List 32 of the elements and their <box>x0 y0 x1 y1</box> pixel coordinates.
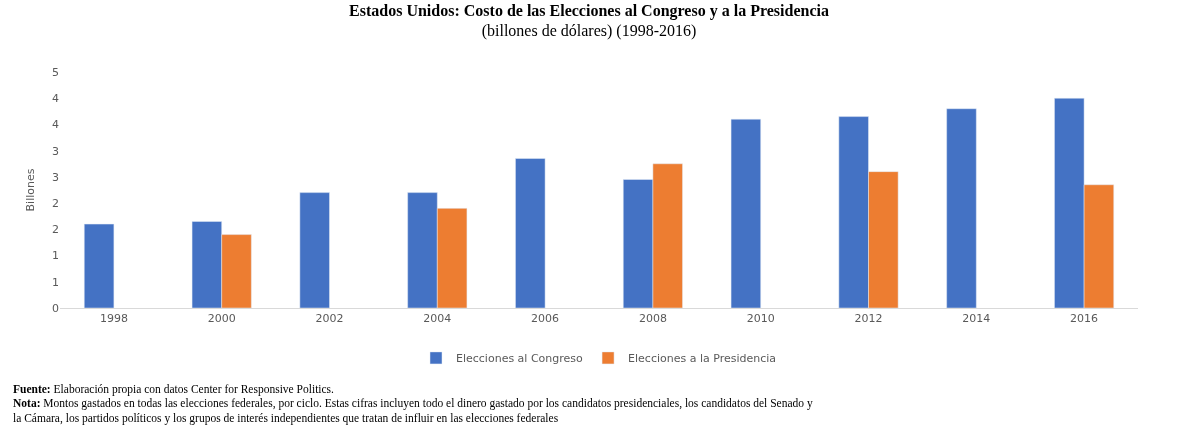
x-tick-label: 2012 <box>854 312 883 326</box>
bar <box>84 223 115 308</box>
x-tick-label: 2006 <box>531 312 560 326</box>
y-tick-label: 0 <box>52 301 59 315</box>
x-tick-label: 2016 <box>1070 312 1099 326</box>
x-tick-label: 2010 <box>746 312 775 326</box>
bar <box>515 158 546 308</box>
x-tick-label: 1998 <box>99 312 128 326</box>
y-tick-label: 5 <box>52 65 59 79</box>
bar <box>730 118 761 308</box>
x-tick-label: 2000 <box>207 312 236 326</box>
y-tick-label: 4 <box>52 118 59 132</box>
x-tick-label: 2014 <box>962 312 991 326</box>
chart-subtitle: (billones de dólares) (1998-2016) <box>481 22 697 41</box>
y-tick-label: 3 <box>52 144 59 158</box>
y-tick-label: 4 <box>52 92 59 106</box>
x-tick-label: 2002 <box>315 312 344 326</box>
x-tick-label: 2008 <box>638 312 667 326</box>
source-note: Fuente: Elaboración propia con datos Center for Responsive Politics. <box>13 383 335 396</box>
y-tick-label: 1 <box>52 249 59 263</box>
legend-label: Elecciones al Congreso <box>456 352 584 366</box>
y-tick-label: 2 <box>52 196 59 210</box>
y-tick-label: 2 <box>52 223 59 237</box>
y-axis-title: Billones <box>23 168 37 212</box>
legend-label: Elecciones a la Presidencia <box>628 352 777 366</box>
bar <box>299 192 330 308</box>
text: Nota: Montos gastados en todas las elecciones federales, por ciclo. Estas cifras incluyen todo el dinero gastado por los candidatos presidenciales, los candidatos del Senado y la Cámara, los partidos políticos y los grupos de interés independientes que tratan de influir en las elecciones federales <box>13 397 813 425</box>
bar <box>946 108 977 308</box>
x-tick-label: 2004 <box>423 312 452 326</box>
y-tick-label: 3 <box>52 170 59 184</box>
chart-title: Estados Unidos: Costo de las Elecciones al Congreso y a la Presidencia <box>349 1 829 20</box>
y-tick-label: 1 <box>52 275 59 289</box>
